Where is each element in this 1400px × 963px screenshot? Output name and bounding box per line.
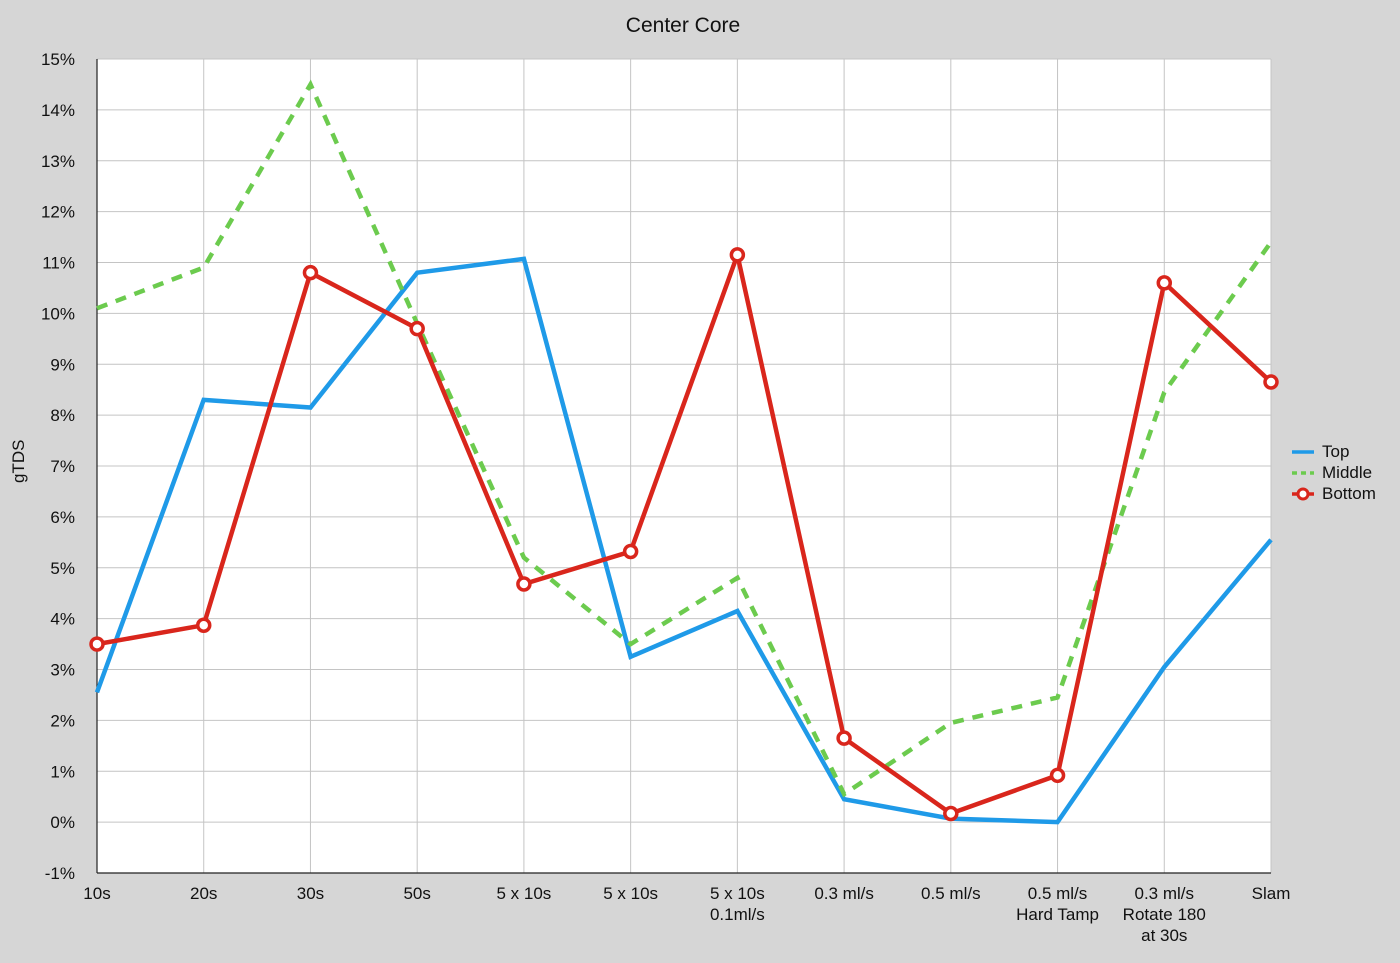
data-point-bottom bbox=[1049, 767, 1066, 784]
x-tick-label: 20s bbox=[190, 884, 217, 903]
y-tick-label: 15% bbox=[41, 50, 75, 69]
data-point-bottom bbox=[302, 264, 319, 281]
x-tick-label: 30s bbox=[297, 884, 324, 903]
x-tick-label-line: 50s bbox=[403, 884, 430, 903]
x-tick-label: 5 x 10s bbox=[603, 884, 658, 903]
x-tick-label-line: at 30s bbox=[1141, 926, 1187, 945]
y-tick-label: -1% bbox=[45, 864, 75, 883]
y-tick-label: 0% bbox=[50, 813, 75, 832]
y-tick-label: 4% bbox=[50, 610, 75, 629]
y-tick-label: 13% bbox=[41, 152, 75, 171]
x-tick-label: 10s bbox=[83, 884, 110, 903]
x-tick-label-line: 30s bbox=[297, 884, 324, 903]
y-tick-label: 10% bbox=[41, 304, 75, 323]
y-tick-label: 6% bbox=[50, 508, 75, 527]
data-point-bottom bbox=[836, 730, 852, 746]
legend-swatch-marker bbox=[1296, 487, 1310, 500]
series-bottom bbox=[89, 246, 1279, 822]
x-tick-label-line: 5 x 10s bbox=[497, 884, 552, 903]
legend-label: Bottom bbox=[1322, 483, 1376, 503]
axis-layer bbox=[96, 59, 1271, 874]
y-tick-label: 1% bbox=[50, 762, 75, 781]
data-point-bottom bbox=[943, 805, 959, 822]
x-tick-label-line: 0.3 ml/s bbox=[814, 884, 874, 903]
tick-label-layer: 15% 14% 13% 12% 11% 10% 9% 8% 7% 6% 5% 4% 3% 2% 1% 0% -1… bbox=[41, 50, 1290, 945]
y-tick-label: 14% bbox=[41, 101, 75, 120]
data-point-bottom bbox=[1263, 374, 1279, 390]
x-tick-label: 0.3 ml/s Rotate 180 at 30s bbox=[1123, 884, 1206, 945]
x-tick-label: 0.3 ml/s bbox=[814, 884, 874, 903]
data-point-bottom bbox=[516, 576, 532, 592]
y-tick-label: 9% bbox=[50, 355, 75, 374]
x-tick-label: Slam bbox=[1252, 884, 1291, 903]
legend-label: Top bbox=[1322, 441, 1350, 461]
y-tick-label: 3% bbox=[50, 661, 75, 680]
x-tick-label-line: 5 x 10s bbox=[710, 884, 765, 903]
legend-item-bottom: Bottom bbox=[1290, 483, 1376, 504]
series-middle bbox=[96, 79, 1273, 798]
y-tick-label: 7% bbox=[50, 457, 75, 476]
x-tick-label-line: 20s bbox=[190, 884, 217, 903]
legend-swatch-middle bbox=[1292, 470, 1314, 475]
y-tick-label: 8% bbox=[50, 406, 75, 425]
x-tick-label-line: 5 x 10s bbox=[603, 884, 658, 903]
data-point-bottom bbox=[89, 636, 105, 652]
y-tick-label: 2% bbox=[50, 711, 75, 730]
legend-item-top: Top bbox=[1290, 441, 1376, 462]
x-tick-label-line: 0.1ml/s bbox=[710, 905, 765, 924]
chart-title: Center Core bbox=[625, 14, 741, 37]
series-line-top bbox=[94, 256, 1273, 825]
x-tick-label: 0.5 ml/s bbox=[921, 884, 981, 903]
x-tick-label-line: 10s bbox=[83, 884, 110, 903]
grid-layer bbox=[96, 58, 1272, 874]
legend-swatch-bottom bbox=[1292, 487, 1314, 500]
x-tick-label-line: 0.5 ml/s bbox=[921, 884, 981, 903]
data-point-bottom bbox=[729, 247, 746, 263]
x-tick-label-line: 0.5 ml/s bbox=[1028, 884, 1088, 903]
series-top bbox=[94, 256, 1273, 825]
x-tick-label: 50s bbox=[403, 884, 430, 903]
legend-item-middle: Middle bbox=[1290, 462, 1376, 483]
series-layer bbox=[89, 79, 1279, 825]
x-tick-label: 5 x 10s 0.1ml/s bbox=[710, 884, 765, 924]
x-tick-label-line: Hard Tamp bbox=[1016, 905, 1099, 924]
x-tick-label-line: Slam bbox=[1252, 884, 1291, 903]
legend-label: Middle bbox=[1322, 462, 1373, 482]
legend: Top Middle Bottom bbox=[1290, 441, 1376, 504]
data-point-bottom bbox=[409, 320, 425, 337]
x-tick-label: 0.5 ml/s Hard Tamp bbox=[1016, 884, 1099, 924]
data-point-bottom bbox=[622, 543, 639, 560]
y-tick-label: 5% bbox=[50, 559, 75, 578]
x-tick-label: 5 x 10s bbox=[497, 884, 552, 903]
data-point-bottom bbox=[1156, 275, 1173, 291]
x-tick-label-line: 0.3 ml/s bbox=[1135, 884, 1195, 903]
x-tick-label-line: Rotate 180 bbox=[1123, 905, 1206, 924]
legend-swatch-top bbox=[1292, 449, 1314, 454]
data-point-bottom bbox=[195, 617, 212, 633]
y-tick-label: 12% bbox=[41, 203, 75, 222]
y-tick-label: 11% bbox=[42, 254, 75, 273]
series-line-middle bbox=[96, 79, 1273, 798]
series-line-bottom bbox=[96, 246, 1273, 817]
